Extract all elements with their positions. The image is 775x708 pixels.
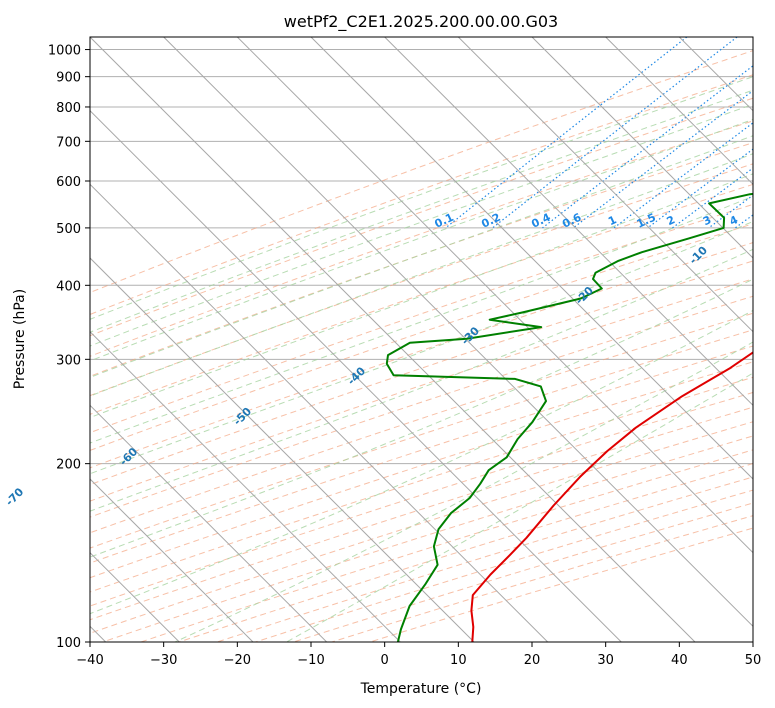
dry-adiabat-line: [90, 142, 753, 377]
plot-labels: 0.10.20.40.611.5234-100-90-80-70-60-50-4…: [3, 211, 741, 509]
isotherm-line: [678, 37, 753, 112]
y-axis-label: Pressure (hPa): [12, 289, 28, 389]
isotherm-line: [605, 37, 753, 186]
moist-adiabat-line: [90, 173, 753, 419]
y-tick-label: 800: [56, 101, 81, 116]
x-tick-label: 20: [524, 653, 541, 668]
mixing-ratio-label: 1: [606, 213, 618, 228]
dry-adiabat-line: [90, 163, 753, 397]
x-tick-label: −10: [297, 653, 324, 668]
dry-adiabat-line: [90, 278, 753, 502]
isotherm-line: [90, 37, 696, 642]
dry-adiabat-line: [90, 376, 753, 593]
moist-adiabat-line: [90, 195, 753, 444]
mixing-ratio-line: [672, 167, 753, 229]
dry-adiabat-line: [369, 527, 753, 642]
y-tick-label: 100: [56, 636, 81, 651]
x-tick-label: 30: [597, 653, 614, 668]
chart-title: wetPf2_C2E1.2025.200.00.00.G03: [284, 12, 558, 32]
moist-adiabat-line: [90, 76, 753, 320]
isotherm-line: [90, 478, 254, 642]
mixing-ratio-line: [542, 65, 753, 229]
dry-adiabat-line: [293, 502, 753, 642]
isotherm-line: [457, 37, 753, 333]
moist-adiabat-line: [90, 89, 753, 333]
x-tick-label: −20: [224, 653, 251, 668]
isotherm-line: [90, 257, 475, 642]
moist-adiabat-line: [90, 248, 753, 512]
moist-adiabat-line: [90, 309, 753, 615]
x-tick-label: −40: [76, 653, 103, 668]
dry-adiabat-line: [90, 329, 753, 549]
moist-adiabat-line: [90, 153, 753, 397]
y-tick-label: 1000: [48, 44, 81, 59]
y-tick-label: 300: [56, 353, 81, 368]
isotherm-line: [90, 109, 622, 642]
dry-adiabat-line: [90, 361, 753, 579]
dry-adiabat-line: [90, 50, 753, 294]
x-tick-label: 0: [381, 653, 389, 668]
dry-adiabat-line: [90, 391, 753, 607]
mixing-ratio-line: [445, 37, 688, 229]
temperature-profile-line: [470, 351, 753, 642]
mixing-ratio-line: [492, 37, 738, 229]
mixing-ratio-line: [734, 214, 753, 229]
dry-adiabat-line: [90, 260, 753, 486]
y-tick-label: 500: [56, 222, 81, 237]
plot-frame: [89, 36, 754, 643]
y-axis-ticks: 100 200 300 400 500 600 700 800 900 1000: [48, 44, 90, 651]
x-axis-label: Temperature (°C): [360, 681, 482, 697]
mixing-ratio-label: 4: [728, 213, 741, 228]
y-tick-label: 400: [56, 279, 81, 294]
dewpoint-profile-line: [385, 192, 753, 642]
dry-adiabat-line: [90, 74, 753, 316]
isotherm-line: [531, 37, 753, 259]
dry-adiabat-line: [178, 463, 753, 642]
isotherm-line: [384, 37, 753, 407]
isotherm-label: -60: [117, 445, 140, 468]
dry-adiabat-line: [90, 120, 753, 357]
x-tick-label: 10: [450, 653, 467, 668]
plot-series: [385, 192, 753, 642]
dry-adiabat-line: [90, 223, 753, 451]
mixing-ratio-line: [572, 89, 753, 229]
x-tick-label: −30: [150, 653, 177, 668]
isotherm-line: [236, 37, 753, 554]
dry-adiabat-line: [90, 242, 753, 469]
isotherm-line: [90, 330, 401, 642]
dry-adiabat-line: [90, 295, 753, 518]
isotherm-line: [90, 404, 328, 642]
dry-adiabat-line: [331, 515, 753, 642]
moist-adiabat-line: [90, 103, 753, 347]
y-tick-label: 900: [56, 71, 81, 86]
plot-background: [90, 37, 753, 642]
moist-adiabat-line: [90, 118, 753, 362]
isotherm-line: [310, 37, 753, 480]
x-axis-ticks: −40 −30 −20 −10 0 10 20 30 40 50: [76, 642, 761, 668]
x-tick-label: 40: [671, 653, 688, 668]
dry-adiabat-line: [90, 345, 753, 564]
y-tick-label: 700: [56, 135, 81, 150]
isotherm-label: -50: [231, 405, 254, 428]
dry-adiabat-line: [102, 435, 753, 642]
moist-adiabat-line: [90, 220, 753, 475]
moist-adiabat-line: [90, 135, 753, 378]
isotherm-line: [752, 37, 753, 38]
dry-adiabat-line: [90, 203, 753, 434]
isotherm-label: -40: [345, 364, 368, 387]
isotherm-line: [90, 183, 549, 642]
moist-adiabat-line: [90, 278, 753, 558]
mixing-ratio-label: 2: [665, 213, 677, 228]
isotherm-label: -10: [687, 243, 710, 266]
y-tick-label: 600: [56, 175, 81, 190]
isotherm-label: -70: [3, 485, 26, 508]
y-tick-label: 200: [56, 458, 81, 473]
dry-adiabat-line: [90, 183, 753, 415]
dry-adiabat-line: [90, 97, 753, 337]
dry-adiabat-line: [90, 312, 753, 534]
x-tick-label: 50: [745, 653, 762, 668]
isotherm-label: -30: [459, 324, 482, 347]
